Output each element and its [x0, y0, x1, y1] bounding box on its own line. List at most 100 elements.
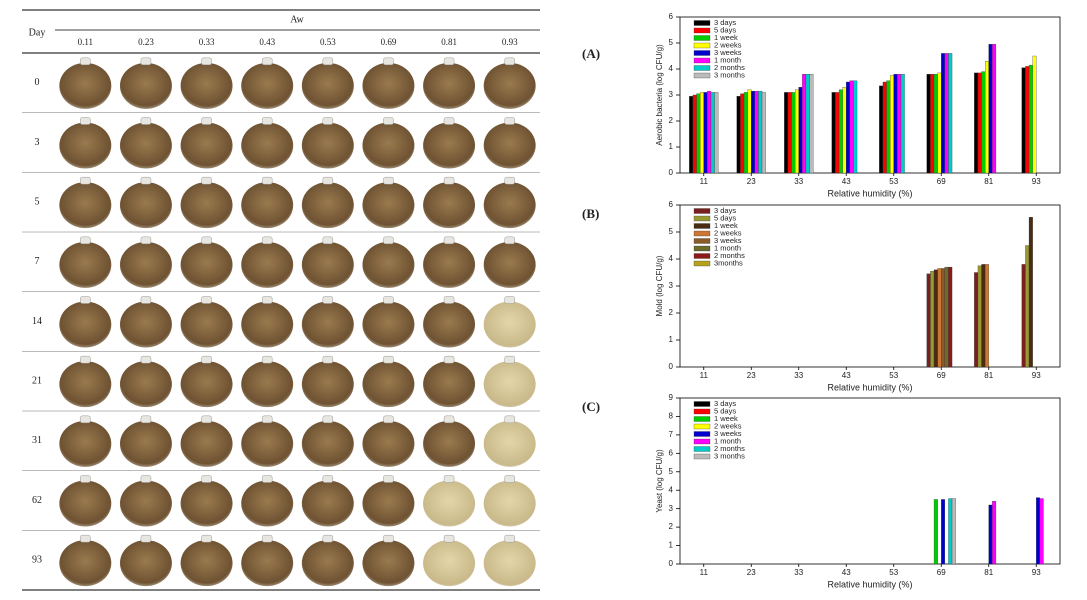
- bar: [933, 499, 938, 565]
- sample-tag: [504, 296, 515, 304]
- bar: [897, 74, 902, 174]
- x-tick-label: 43: [842, 177, 851, 186]
- sample-photo: [301, 122, 354, 169]
- sample-photo: [59, 540, 112, 587]
- bar: [761, 92, 766, 174]
- bar: [1021, 67, 1026, 174]
- legend-label: 2 months: [714, 63, 745, 72]
- sample-photo: [119, 182, 172, 229]
- y-tick-label: 3: [669, 90, 674, 99]
- day-label: 7: [35, 256, 40, 267]
- sample-tag: [201, 236, 212, 245]
- sample-photo: [119, 361, 172, 408]
- bar: [900, 74, 905, 174]
- aw-label: 0.23: [138, 37, 154, 47]
- y-tick-label: 6: [669, 12, 674, 21]
- sample-photo: [59, 182, 112, 229]
- legend-swatch: [693, 423, 711, 430]
- bar: [707, 90, 712, 174]
- x-tick-label: 81: [984, 371, 993, 380]
- sample-tag: [383, 117, 394, 125]
- bar: [981, 264, 986, 368]
- bar: [890, 75, 894, 174]
- bar: [941, 268, 945, 368]
- y-tick-label: 7: [669, 430, 674, 439]
- legend-label: 5 days: [714, 213, 736, 222]
- sample-tag: [261, 534, 273, 543]
- aw-label: 0.53: [320, 37, 336, 47]
- bar: [926, 273, 931, 368]
- bar: [1032, 55, 1037, 174]
- sample-tag: [80, 534, 91, 543]
- sample-photo: [362, 361, 415, 408]
- bar: [882, 81, 887, 174]
- bar: [933, 269, 938, 368]
- sample-photo: [362, 62, 415, 109]
- sample-tag: [201, 355, 212, 364]
- sample-tag: [443, 117, 455, 125]
- bar: [838, 89, 843, 174]
- sample-photo: [483, 62, 536, 109]
- sample-photo: [180, 540, 233, 587]
- sample-photo: [59, 361, 112, 408]
- aw-label: 0.33: [199, 37, 215, 47]
- sample-tag: [504, 355, 515, 364]
- sample-tag: [80, 57, 91, 66]
- sample-photo: [59, 122, 112, 169]
- bar: [944, 53, 949, 174]
- sample-photo: [180, 361, 233, 408]
- day-label: 3: [35, 137, 40, 148]
- y-tick-label: 4: [669, 485, 674, 494]
- legend-swatch: [693, 42, 711, 49]
- sample-tag: [140, 296, 152, 304]
- sample-tag: [201, 415, 212, 424]
- sample-tag: [443, 415, 455, 424]
- x-tick-label: 69: [937, 568, 946, 577]
- legend-label: 5 days: [714, 25, 736, 34]
- bar: [937, 72, 942, 174]
- sample-tag: [201, 117, 212, 125]
- bar: [948, 498, 953, 565]
- sample-photo: [362, 301, 415, 348]
- bar: [751, 90, 755, 174]
- sample-tag: [443, 534, 455, 543]
- bar: [805, 74, 810, 174]
- sample-tag: [201, 296, 212, 304]
- sample-tag: [504, 117, 515, 125]
- sample-photo: [423, 62, 476, 109]
- y-tick-label: 5: [669, 38, 674, 47]
- x-tick-label: 53: [889, 568, 898, 577]
- sample-photo: [59, 241, 112, 288]
- sample-photo: [423, 122, 476, 169]
- legend-swatch: [693, 453, 711, 460]
- bar: [791, 92, 796, 174]
- bar: [926, 74, 931, 174]
- sample-tag: [322, 176, 334, 185]
- x-tick-label: 43: [842, 568, 851, 577]
- sample-tag: [140, 355, 152, 364]
- sample-tag: [201, 57, 212, 66]
- sample-tag: [383, 475, 394, 483]
- sample-photo: [119, 241, 172, 288]
- legend-label: 2 weeks: [714, 228, 742, 237]
- y-tick-label: 6: [669, 448, 674, 457]
- bar: [948, 53, 953, 174]
- legend-label: 3 days: [714, 399, 736, 408]
- sample-tag: [140, 475, 152, 483]
- legend-label: 5 days: [714, 406, 736, 415]
- aw-label: 0.69: [381, 37, 397, 47]
- sample-tag: [261, 355, 273, 364]
- x-axis-label: Relative humidity (%): [827, 579, 912, 589]
- day-label: 31: [32, 435, 42, 446]
- legend-swatch: [693, 215, 711, 222]
- legend-label: 1 week: [714, 414, 738, 423]
- bar: [951, 498, 956, 565]
- x-tick-label: 53: [889, 177, 898, 186]
- sample-photo: [301, 540, 354, 587]
- y-tick-label: 5: [669, 467, 674, 476]
- sample-photo: [423, 361, 476, 408]
- y-tick-label: 6: [669, 200, 674, 209]
- sample-photo: [180, 122, 233, 169]
- x-tick-label: 93: [1032, 177, 1041, 186]
- sample-photo: [483, 122, 536, 169]
